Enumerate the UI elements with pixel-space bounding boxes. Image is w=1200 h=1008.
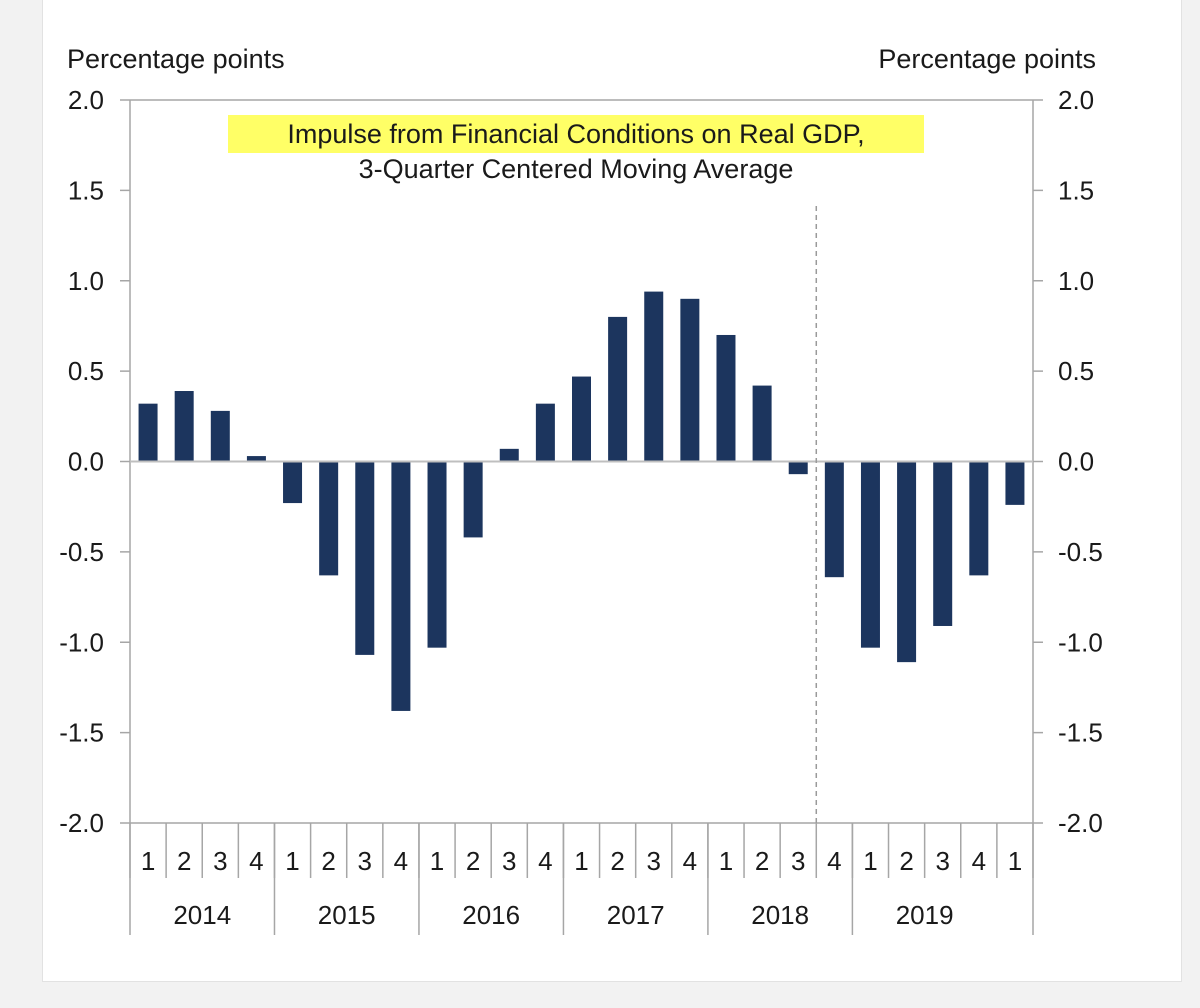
bar	[463, 461, 483, 538]
x-tick-label-quarter: 2	[899, 846, 913, 876]
y-axis-left-label: Percentage points	[67, 44, 285, 74]
bar	[608, 316, 628, 462]
y-tick-label-right: 0.0	[1058, 447, 1094, 477]
bar	[897, 461, 917, 663]
bar	[427, 461, 447, 648]
y-tick-label-left: 1.5	[68, 175, 104, 205]
x-tick-label-quarter: 1	[141, 846, 155, 876]
bar	[499, 448, 519, 462]
y-tick-label-left: 1.0	[68, 266, 104, 296]
bar	[969, 461, 989, 576]
x-tick-label-quarter: 3	[502, 846, 516, 876]
y-tick-label-right: -1.5	[1058, 718, 1103, 748]
x-tick-label-quarter: 1	[863, 846, 877, 876]
y-tick-label-right: -2.0	[1058, 808, 1103, 838]
bar	[210, 410, 230, 462]
chart-subtitle: 3-Quarter Centered Moving Average	[358, 154, 794, 184]
x-tick-label-quarter: 2	[177, 846, 191, 876]
bar	[283, 461, 303, 504]
y-tick-label-right: -0.5	[1058, 537, 1103, 567]
x-tick-label-year: 2015	[318, 900, 376, 930]
x-tick-label-quarter: 2	[610, 846, 624, 876]
bar	[572, 376, 591, 462]
bar	[933, 461, 953, 626]
x-tick-label-quarter: 4	[683, 846, 697, 876]
x-tick-label-quarter: 4	[249, 846, 263, 876]
x-tick-label-quarter: 1	[430, 846, 444, 876]
y-tick-label-left: -1.5	[59, 718, 104, 748]
bar	[860, 461, 880, 648]
x-tick-label-quarter: 3	[213, 846, 227, 876]
bar	[788, 461, 808, 475]
bar	[680, 298, 700, 462]
bar	[319, 461, 339, 576]
bar	[174, 391, 194, 462]
x-tick-label-quarter: 4	[394, 846, 408, 876]
x-tick-label-quarter: 1	[574, 846, 588, 876]
x-tick-label-quarter: 4	[972, 846, 986, 876]
x-tick-label-quarter: 1	[719, 846, 733, 876]
y-tick-label-left: 0.0	[68, 447, 104, 477]
x-tick-label-year: 2016	[462, 900, 520, 930]
y-tick-label-right: 1.0	[1058, 266, 1094, 296]
y-tick-label-right: -1.0	[1058, 627, 1103, 657]
y-tick-label-right: 2.0	[1058, 85, 1094, 115]
x-tick-label-quarter: 3	[935, 846, 949, 876]
y-tick-label-left: 0.5	[68, 356, 104, 386]
bar	[391, 461, 411, 711]
x-tick-label-year: 2019	[896, 900, 954, 930]
x-tick-label-year: 2018	[751, 900, 809, 930]
chart-card	[42, 0, 1182, 982]
bar	[535, 403, 555, 462]
y-tick-label-left: -2.0	[59, 808, 104, 838]
x-tick-label-quarter: 3	[358, 846, 372, 876]
bar	[246, 456, 266, 462]
x-tick-label-quarter: 2	[321, 846, 335, 876]
x-tick-label-quarter: 3	[791, 846, 805, 876]
x-tick-label-quarter: 2	[466, 846, 480, 876]
bar	[824, 461, 844, 578]
bar	[752, 385, 772, 462]
y-tick-label-left: 2.0	[68, 85, 104, 115]
y-tick-label-left: -0.5	[59, 537, 104, 567]
x-tick-label-quarter: 2	[755, 846, 769, 876]
bar	[1005, 461, 1025, 505]
y-tick-label-right: 0.5	[1058, 356, 1094, 386]
bar	[355, 461, 375, 655]
x-tick-label-quarter: 4	[538, 846, 552, 876]
bar	[138, 403, 158, 462]
x-tick-label-quarter: 4	[827, 846, 841, 876]
chart-title: Impulse from Financial Conditions on Rea…	[228, 115, 924, 153]
x-tick-label-quarter: 3	[647, 846, 661, 876]
x-tick-label-year: 2014	[173, 900, 231, 930]
y-tick-label-right: 1.5	[1058, 175, 1094, 205]
y-axis-right-label: Percentage points	[878, 44, 1096, 74]
bar	[644, 291, 664, 462]
x-tick-label-quarter: 1	[285, 846, 299, 876]
y-tick-label-left: -1.0	[59, 627, 104, 657]
x-tick-label-quarter: 1	[1008, 846, 1022, 876]
bar	[716, 334, 736, 462]
x-tick-label-year: 2017	[607, 900, 665, 930]
